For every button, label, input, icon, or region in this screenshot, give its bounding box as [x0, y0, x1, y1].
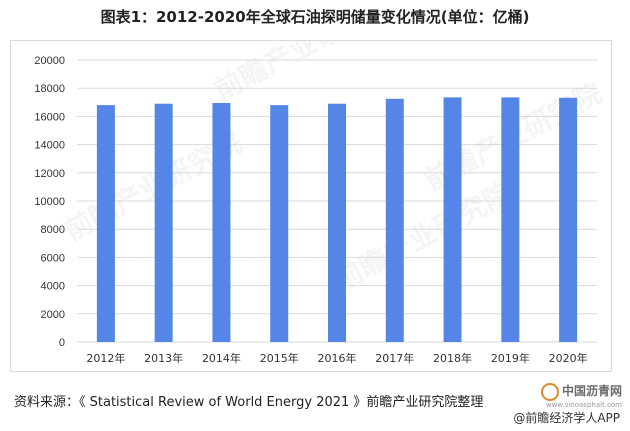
y-tick-label: 16000: [34, 111, 65, 123]
y-tick-label: 18000: [34, 83, 65, 95]
bar-chart: 前瞻产业研究院前瞻产业研究院前瞻产业研究院前瞻产业研究院 02000400060…: [34, 41, 607, 365]
x-tick-labels: 2012年 2013年 2014年 2015年 2016年 2017年 2018年 2019年…: [86, 351, 587, 365]
bar-3: [212, 103, 231, 342]
chart-frame: 前瞻产业研究院前瞻产业研究院前瞻产业研究院前瞻产业研究院 02000400060…: [10, 40, 612, 372]
source-note: 资料来源：《 Statistical Review of World Energ…: [14, 395, 484, 410]
chart-title: 图表1：2012-2020年全球石油探明储量变化情况(单位：亿桶): [100, 8, 530, 26]
y-tick-labels: 0 2000 4000 6000 8000 10000 12000 14000 16000 180…: [34, 55, 65, 349]
site-watermark-url: www.sinoasphalt.com: [545, 400, 622, 409]
y-tick-label: 2000: [41, 309, 65, 321]
bar-8: [501, 97, 520, 342]
watermark-text: 前瞻产业研究院: [329, 176, 518, 297]
site-watermark: 中国沥青网 www.sinoasphalt.com: [510, 382, 622, 409]
x-tick-label: 2014年: [202, 351, 241, 365]
bars: [96, 97, 578, 343]
bar-2: [154, 103, 173, 343]
x-tick-label: 2017年: [375, 351, 414, 365]
watermark-text: 前瞻产业研究院: [209, 41, 398, 107]
site-watermark-text: 中国沥青网: [561, 384, 622, 398]
y-tick-label: 10000: [34, 196, 65, 208]
bar-9: [559, 97, 578, 342]
x-tick-label: 2016年: [318, 351, 357, 365]
bar-6: [385, 98, 404, 343]
bar-4: [270, 105, 289, 343]
y-tick-label: 0: [59, 337, 65, 349]
bar-5: [328, 103, 346, 343]
y-tick-label: 6000: [41, 252, 65, 264]
y-tick-label: 12000: [34, 168, 65, 180]
bar-1: [96, 105, 115, 343]
site-watermark-name: 中国沥青网: [510, 382, 622, 401]
x-tick-label: 2019年: [491, 351, 530, 365]
y-tick-label: 20000: [34, 55, 65, 67]
site-logo-icon: [540, 382, 559, 401]
y-tick-label: 8000: [41, 224, 65, 236]
x-tick-label: 2018年: [433, 351, 472, 365]
x-tick-label: 2020年: [549, 351, 588, 365]
y-tick-label: 4000: [41, 281, 65, 293]
app-watermark: @前瞻经济学人APP: [513, 411, 620, 425]
x-tick-label: 2015年: [260, 351, 299, 365]
x-tick-label: 2012年: [86, 351, 125, 365]
bar-7: [443, 97, 462, 342]
y-tick-label: 14000: [34, 140, 65, 152]
x-tick-label: 2013年: [144, 351, 183, 365]
